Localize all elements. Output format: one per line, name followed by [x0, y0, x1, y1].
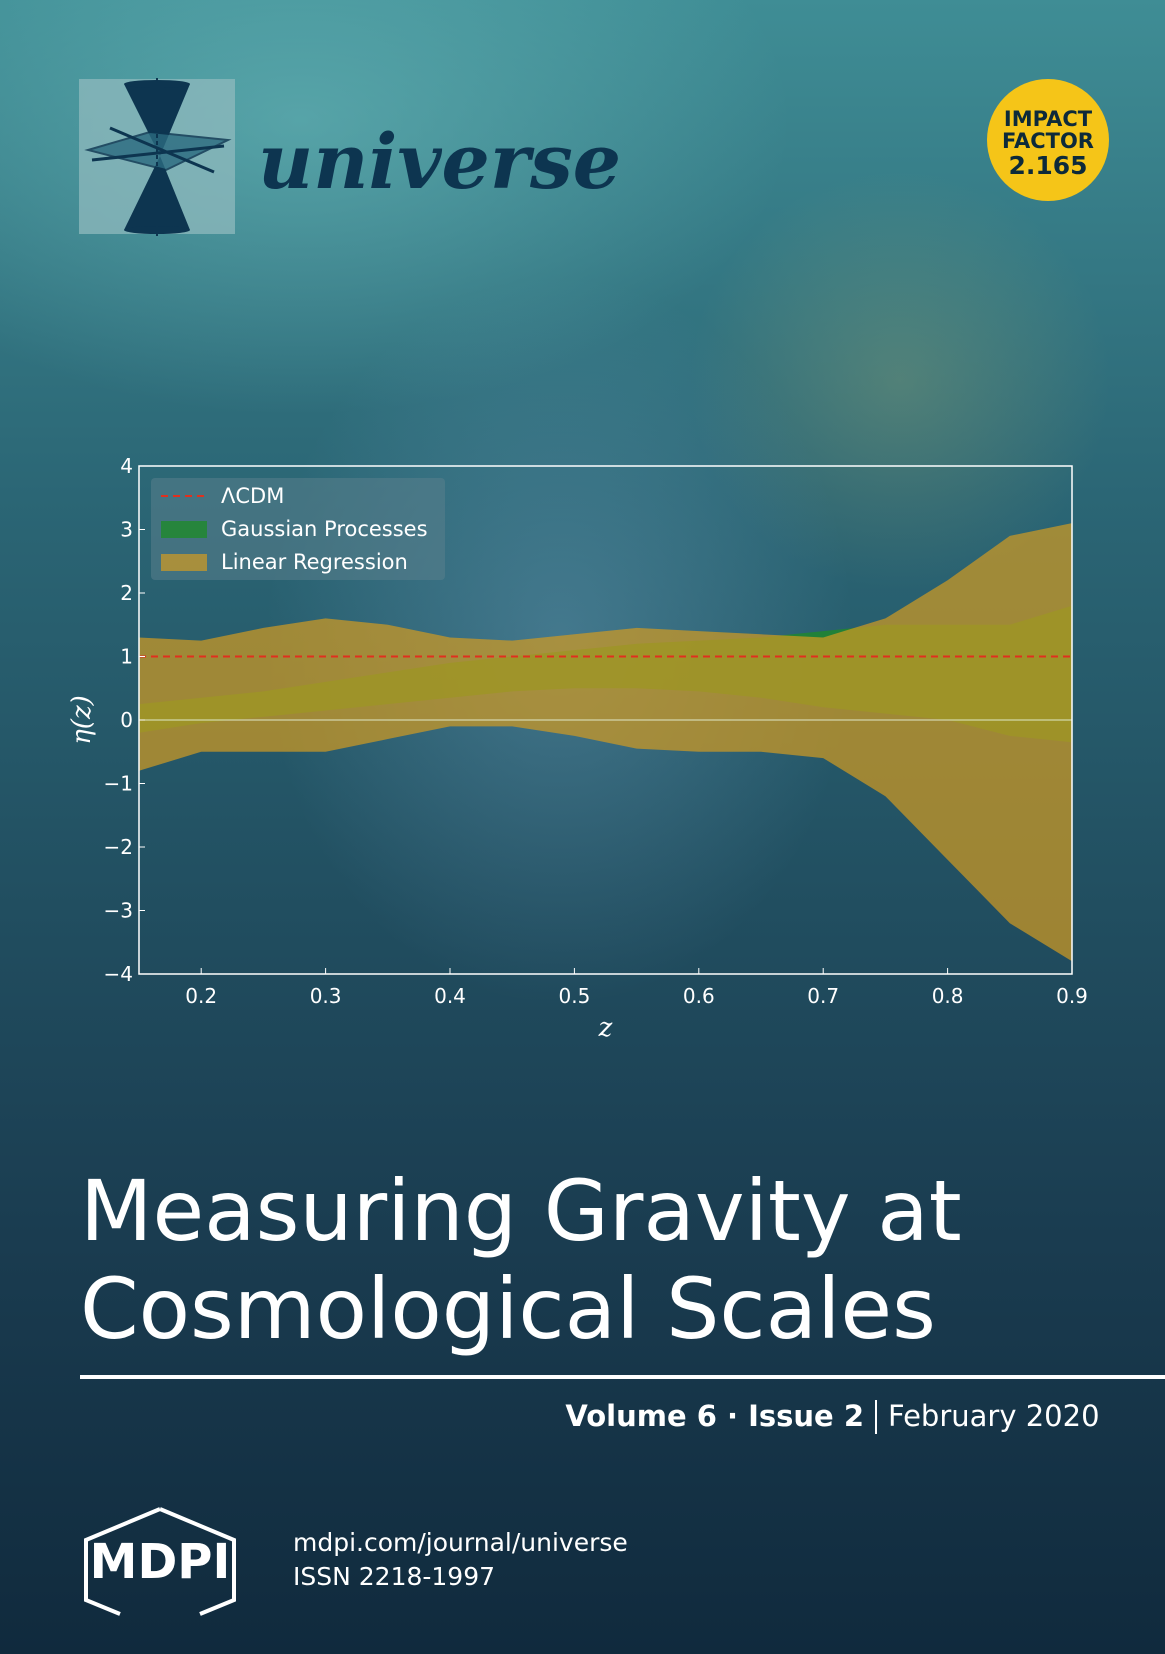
x-tick-label: 0.8 [932, 984, 964, 1008]
issue-date: February 2020 [888, 1399, 1100, 1433]
band [139, 523, 1072, 962]
x-tick-label: 0.2 [185, 984, 217, 1008]
y-tick-label: 1 [120, 645, 133, 669]
x-tick-label: 0.9 [1056, 984, 1088, 1008]
impact-label: FACTOR [1002, 129, 1094, 153]
y-tick-label: −1 [104, 772, 133, 796]
chart: 0.2 0.3 0.4 0.5 0.6 0.7 0.8 0.9 −4 −3 −2 −1 0 1 2 3 4 z η(… [67, 454, 1088, 1043]
legend-box [151, 478, 445, 580]
legend-label: Gaussian Processes [221, 517, 428, 541]
issn: ISSN 2218-1997 [293, 1562, 495, 1591]
y-tick-label: 3 [120, 518, 133, 542]
y-tick-label: 4 [120, 454, 133, 478]
title: Cosmological Scales [80, 1260, 936, 1358]
x-axis-label: z [598, 1013, 613, 1043]
impact-value: 2.165 [1008, 151, 1087, 180]
impact-label: IMPACT [1004, 107, 1093, 131]
y-tick-label: −4 [104, 962, 133, 986]
volume-issue: Volume 6 · Issue 2 [565, 1399, 864, 1433]
x-tick-label: 0.6 [683, 984, 715, 1008]
url: mdpi.com/journal/universe [293, 1528, 628, 1557]
journal-name: universe [258, 117, 621, 206]
publisher-logo [84, 1507, 236, 1616]
publisher: MDPI [90, 1534, 231, 1590]
x-tick-label: 0.3 [310, 984, 342, 1008]
legend-swatch [161, 554, 207, 571]
y-tick-label: −3 [104, 899, 133, 923]
x-tick-label: 0.7 [807, 984, 839, 1008]
legend-label: ΛCDM [221, 484, 284, 508]
plot-area [139, 523, 1072, 962]
x-tick-label: 0.4 [434, 984, 466, 1008]
title: Measuring Gravity at [80, 1162, 962, 1260]
y-axis-label: η(z) [67, 695, 97, 745]
legend-swatch [161, 521, 207, 538]
impact-badge [987, 79, 1109, 201]
y-tick-label: 2 [120, 581, 133, 605]
x-tick-label: 0.5 [558, 984, 590, 1008]
y-tick-label: 0 [120, 708, 133, 732]
y-tick-label: −2 [104, 835, 133, 859]
legend-label: Linear Regression [221, 550, 408, 574]
journal-logo [79, 78, 235, 236]
